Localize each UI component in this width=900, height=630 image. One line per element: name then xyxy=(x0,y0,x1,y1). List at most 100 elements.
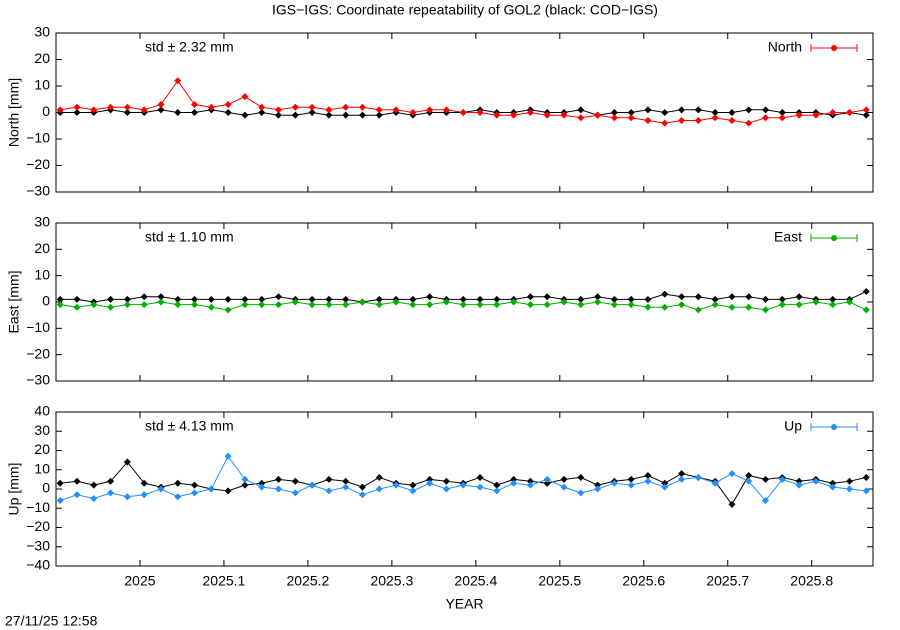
data-point xyxy=(107,295,115,303)
data-point xyxy=(845,298,853,306)
data-point xyxy=(56,479,64,487)
data-point xyxy=(778,301,786,309)
data-point xyxy=(191,301,199,309)
data-point xyxy=(845,485,853,493)
data-point xyxy=(543,111,551,119)
data-point xyxy=(845,477,853,485)
y-tick-label: −10 xyxy=(26,319,50,335)
data-point xyxy=(191,101,199,109)
data-point xyxy=(275,301,283,309)
y-tick-label: 30 xyxy=(34,24,50,40)
data-point xyxy=(325,106,333,114)
x-tick-label: 2025 xyxy=(124,573,155,589)
data-point xyxy=(191,109,199,116)
data-point xyxy=(543,479,551,487)
data-point xyxy=(829,295,837,303)
data-point xyxy=(291,298,299,306)
data-point xyxy=(409,295,417,303)
y-tick-label: −20 xyxy=(26,518,50,534)
data-point xyxy=(762,306,770,314)
legend-swatch xyxy=(831,45,837,51)
data-point xyxy=(627,301,635,309)
data-point xyxy=(426,106,434,114)
data-point xyxy=(661,479,669,487)
data-point xyxy=(207,485,215,493)
y-tick-label: 30 xyxy=(34,214,50,230)
data-point xyxy=(510,475,518,483)
data-point xyxy=(644,472,652,480)
data-point xyxy=(409,487,417,495)
data-point xyxy=(678,106,686,114)
data-point xyxy=(778,109,786,116)
data-point xyxy=(728,303,736,311)
data-point xyxy=(90,481,98,489)
data-point xyxy=(694,293,702,301)
data-point xyxy=(762,114,770,122)
data-point xyxy=(577,489,585,497)
x-tick-label: 2025.4 xyxy=(454,573,497,589)
data-point xyxy=(678,293,686,301)
y-tick-label: 20 xyxy=(34,50,50,66)
data-point xyxy=(594,293,602,301)
data-point xyxy=(73,477,81,485)
data-point xyxy=(459,109,467,116)
data-point xyxy=(862,306,870,314)
data-point xyxy=(577,473,585,481)
page-title: IGS−IGS: Coordinate repeatability of GOL… xyxy=(272,2,658,18)
data-point xyxy=(342,483,350,491)
data-point xyxy=(358,298,366,306)
legend-swatch xyxy=(831,235,837,241)
data-point xyxy=(745,472,753,480)
data-point xyxy=(140,293,148,301)
data-point xyxy=(224,452,232,460)
data-point xyxy=(392,298,400,306)
data-point xyxy=(224,306,232,314)
data-point xyxy=(325,301,333,309)
data-point xyxy=(73,491,81,499)
x-tick-label: 2025.6 xyxy=(622,573,665,589)
data-point xyxy=(862,487,870,495)
data-point xyxy=(812,111,820,119)
data-point xyxy=(728,500,736,508)
data-point xyxy=(275,106,283,114)
x-tick-label: 2025.5 xyxy=(538,573,581,589)
data-point xyxy=(661,109,669,116)
data-point xyxy=(862,287,870,295)
y-tick-label: 10 xyxy=(34,77,50,93)
data-point xyxy=(526,109,534,116)
data-point xyxy=(694,306,702,314)
data-point xyxy=(325,475,333,483)
data-point xyxy=(308,301,316,309)
data-point xyxy=(627,109,635,116)
y-tick-label: 40 xyxy=(34,403,50,419)
data-point xyxy=(745,477,753,485)
data-point xyxy=(661,290,669,298)
data-point xyxy=(140,479,148,487)
data-point xyxy=(73,103,81,111)
data-point xyxy=(342,103,350,111)
x-tick-label: 2025.1 xyxy=(203,573,246,589)
data-point xyxy=(409,481,417,489)
data-point xyxy=(711,109,719,116)
data-point xyxy=(526,477,534,485)
data-point xyxy=(711,479,719,487)
data-point xyxy=(73,303,81,311)
data-point xyxy=(174,295,182,303)
data-point xyxy=(291,477,299,485)
data-point xyxy=(728,293,736,301)
data-point xyxy=(123,109,131,116)
data-point xyxy=(459,481,467,489)
data-point xyxy=(308,103,316,111)
data-point xyxy=(442,106,450,114)
data-point xyxy=(308,295,316,303)
data-point xyxy=(157,298,165,306)
data-point xyxy=(678,470,686,478)
data-point xyxy=(560,475,568,483)
data-point xyxy=(795,481,803,489)
data-point xyxy=(711,295,719,303)
data-point xyxy=(392,481,400,489)
data-point xyxy=(526,301,534,309)
data-point xyxy=(728,116,736,124)
y-tick-label: 0 xyxy=(42,480,50,496)
